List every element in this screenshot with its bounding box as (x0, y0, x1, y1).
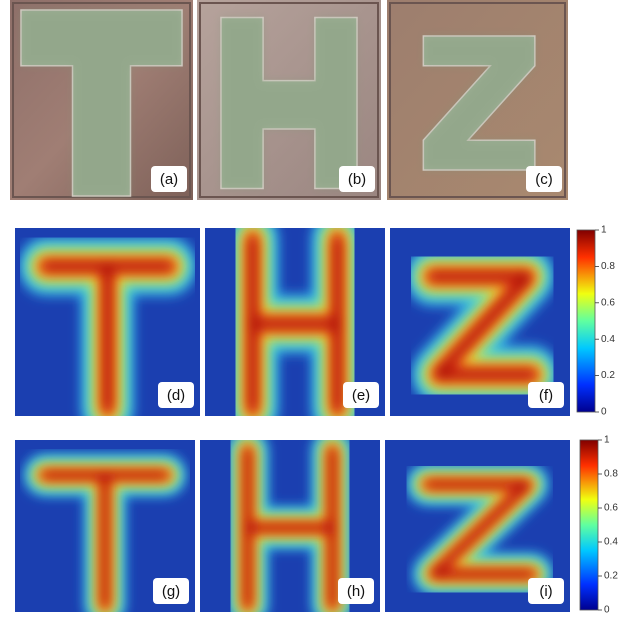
colorbar-gradient (580, 440, 598, 610)
colorbar-tick-label: 1 (604, 435, 610, 446)
colorbar: 1 0.8 0.6 0.4 0.2 0 (580, 435, 618, 616)
panel: (e) (205, 228, 385, 416)
colorbar-tick-label: 1 (601, 225, 607, 236)
colorbar: 1 0.8 0.6 0.4 0.2 0 (577, 225, 615, 418)
panel-label: (a) (160, 171, 178, 188)
colorbar-tick-label: 0.6 (604, 503, 618, 514)
panel: (a) (10, 0, 193, 200)
panel: (h) (200, 440, 380, 612)
colorbar-tick-label: 0.8 (604, 469, 618, 480)
panel-label: (b) (348, 171, 366, 188)
panel: (d) (15, 228, 200, 416)
colorbar-tick-label: 0.8 (601, 261, 615, 272)
panel: (c) (387, 0, 568, 200)
panel-label: (e) (352, 387, 370, 404)
colorbar-tick-label: 0.4 (601, 334, 615, 345)
panel: (b) (197, 0, 381, 200)
colorbar-gradient (577, 230, 595, 412)
panel: (f) (390, 228, 570, 416)
colorbar-tick-label: 0.6 (601, 297, 615, 308)
panel-label: (i) (539, 583, 552, 600)
panel-label: (d) (167, 387, 185, 404)
panel-label: (c) (535, 171, 553, 188)
panel-label: (g) (162, 583, 180, 600)
panel: (g) (15, 440, 195, 612)
colorbar-tick-label: 0 (601, 407, 607, 418)
panel-label: (h) (347, 583, 365, 600)
figure: (a) (b) (c) (d) (e) (f) (g) (h) (i) 1 0.8 0.6 0.4 0.2… (0, 0, 643, 623)
colorbar-tick-label: 0.4 (604, 537, 618, 548)
panel-label: (f) (539, 387, 553, 404)
colorbar-tick-label: 0 (604, 605, 610, 616)
colorbar-tick-label: 0.2 (604, 571, 618, 582)
colorbar-tick-label: 0.2 (601, 370, 615, 381)
panel: (i) (385, 440, 570, 612)
